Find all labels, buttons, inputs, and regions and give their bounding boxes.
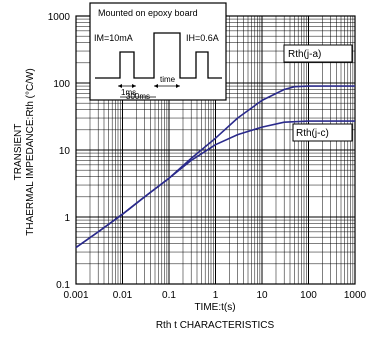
x-tick-labels: 0.001 0.01 0.1 1 10 100 1000 [63, 290, 366, 301]
x-tick-label: 100 [300, 290, 317, 301]
y-axis-label-line2: THAERMAL IMPEDANCE:Rth (°C/W) [25, 68, 36, 236]
y-tick-label: 1 [64, 213, 70, 224]
x-tick-label: 1 [213, 290, 219, 301]
series-layer [75, 85, 355, 249]
im-label: IM=10mA [94, 33, 133, 43]
y-tick-label: 10 [59, 146, 71, 157]
x-tick-label: 1000 [344, 290, 367, 301]
inset-title: Mounted on epoxy board [98, 8, 198, 18]
y-tick-label: 1000 [48, 12, 71, 23]
series-label-jc: Rth(j-c) [292, 123, 353, 142]
t1-label: 1ms [121, 88, 136, 97]
y-tick-label: 100 [53, 79, 70, 90]
t1-arrow-right-head [132, 84, 136, 88]
x-tick-label: 0.001 [63, 290, 88, 301]
x-tick-label: 0.01 [113, 290, 133, 301]
ih-label: IH=0.6A [186, 33, 219, 43]
x-tick-label: 0.1 [162, 290, 176, 301]
y-tick-label: 0.1 [56, 280, 70, 291]
time-label: time [160, 75, 176, 84]
series-label-jc-text: Rth(j-c) [296, 128, 329, 139]
chart-caption: Rth t CHARACTERISTICS [156, 320, 275, 331]
series-label-ja: Rth(j-a) [283, 44, 353, 63]
y-axis-label-line1: TRANSIENT [13, 124, 24, 181]
series-line-1 [75, 120, 355, 249]
t1-arrow-left-head [118, 84, 122, 88]
measurement-inset: Mounted on epoxy board IM=10mA IH=0.6A 1… [89, 2, 227, 101]
time-arrow-right-head [176, 84, 180, 88]
period-label: 300ms [126, 92, 150, 101]
series-label-ja-text: Rth(j-a) [288, 49, 321, 60]
x-tick-label: 10 [256, 290, 268, 301]
x-axis-label: TIME:t(s) [194, 302, 235, 313]
pulse-waveform [95, 32, 222, 79]
y-tick-labels: 0.1 1 10 100 1000 [48, 12, 71, 291]
time-arrow-left-head [154, 84, 158, 88]
